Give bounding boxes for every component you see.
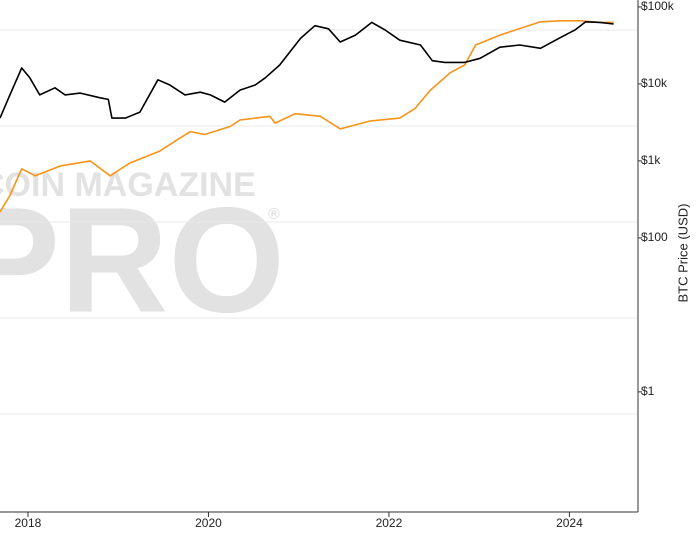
series-line bbox=[0, 21, 614, 119]
grid bbox=[0, 29, 638, 415]
y2-tick-label: $100 bbox=[641, 230, 668, 244]
x-tick-label: 2018 bbox=[15, 516, 42, 530]
y2-tick-label: $10k bbox=[641, 76, 668, 90]
watermark: COIN MAGAZINE PRO ® bbox=[0, 166, 285, 344]
series-line bbox=[0, 20, 614, 213]
y2-axis-title: BTC Price (USD) bbox=[675, 204, 690, 303]
watermark-mark: ® bbox=[268, 206, 280, 223]
x-tick-label: 2024 bbox=[556, 516, 583, 530]
y2-tick-label: $1 bbox=[641, 384, 655, 398]
watermark-text: PRO bbox=[0, 176, 285, 344]
x-tick-label: 2020 bbox=[195, 516, 222, 530]
x-tick-label: 2022 bbox=[376, 516, 403, 530]
y2-tick-label: $1k bbox=[641, 153, 661, 167]
y2-tick-label: $100k bbox=[641, 0, 675, 13]
